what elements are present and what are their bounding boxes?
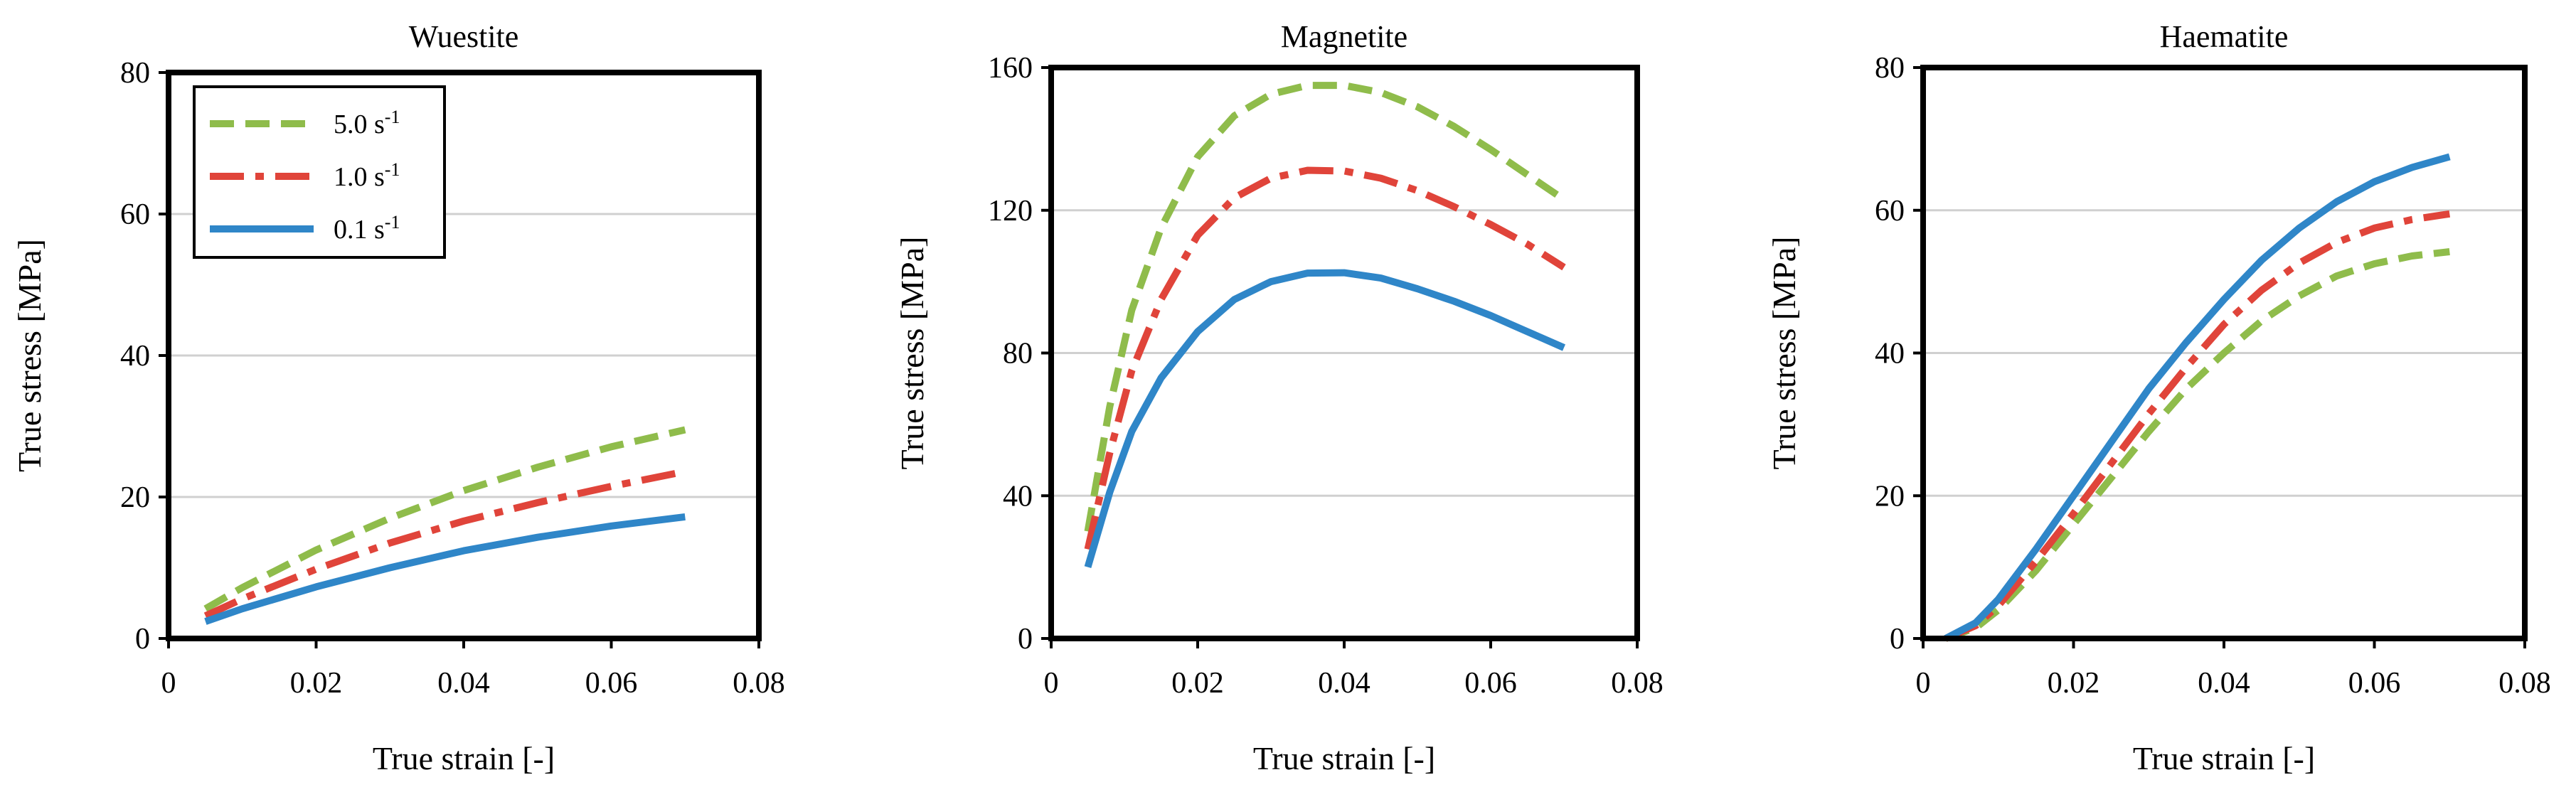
x-tick-label: 0 [1916, 667, 1931, 700]
chart-haematite: 0 20 40 60 80 0 0.02 0.04 0.06 0.08 Haematite True … [1766, 19, 2551, 776]
series-line-5-0 [1944, 248, 2450, 642]
x-tick-label: 0.04 [1318, 667, 1371, 700]
x-tick-label: 0.02 [2048, 667, 2100, 700]
y-tick-label: 40 [1003, 480, 1033, 513]
y-tick-label: 160 [988, 52, 1033, 85]
series-line-1-0 [1084, 166, 1566, 550]
x-tick-label: 0.02 [1171, 667, 1224, 700]
y-tick-label: 40 [120, 340, 150, 373]
legend-entry-superscript: -1 [385, 212, 400, 232]
x-tick-label: 0.04 [437, 667, 490, 700]
y-tick-label: 60 [1875, 195, 1905, 228]
chart-magnetite: 0 40 80 120 160 0 0.02 0.04 0.06 0.08 Magnetite Tru… [894, 19, 1664, 776]
series-line-1-0 [1944, 210, 2451, 642]
series-line-1-0 [203, 468, 686, 619]
y-tick-label: 120 [988, 195, 1033, 228]
y-tick-label: 0 [1890, 623, 1905, 656]
x-tick-label: 0.08 [1611, 667, 1664, 700]
chart-wuestite: 0 20 40 60 80 0 0.02 0.04 0.06 0.08 Wuestite True s… [11, 19, 785, 776]
legend-entry-text: 1.0 s [334, 162, 385, 192]
y-tick-label: 0 [135, 623, 150, 656]
y-tick-label: 80 [1003, 338, 1033, 370]
series-line-5-0 [1084, 82, 1566, 533]
series-line-0-1 [1944, 153, 2451, 642]
x-tick-label: 0.08 [2498, 667, 2551, 700]
x-axis-label: True strain [-] [1253, 740, 1435, 776]
series-line-5-0 [203, 426, 686, 612]
series-line-0-1 [1084, 269, 1566, 569]
x-tick-label: 0.02 [290, 667, 343, 700]
chart-title: Haematite [2160, 19, 2289, 54]
plot-frame [1920, 65, 2528, 641]
y-axis-label: True stress [MPa] [1766, 237, 1802, 470]
legend: 5.0 s-11.0 s-10.1 s-1 [193, 85, 446, 259]
x-axis-label: True strain [-] [2133, 740, 2315, 776]
y-tick-label: 80 [120, 57, 150, 90]
legend-entry-superscript: -1 [385, 159, 400, 180]
series-line-0-1 [204, 513, 686, 625]
legend-entry-superscript: -1 [385, 107, 400, 127]
x-tick-label: 0 [1044, 667, 1059, 700]
y-tick-label: 20 [1875, 480, 1905, 513]
x-tick-label: 0.08 [733, 667, 785, 700]
y-tick-label: 80 [1875, 52, 1905, 85]
y-axis-label: True stress [MPa] [894, 237, 930, 470]
legend-entry-text: 0.1 s [334, 215, 385, 245]
y-tick-label: 0 [1018, 623, 1033, 656]
plot-frame [166, 70, 762, 641]
x-tick-label: 0 [161, 667, 176, 700]
legend-entry-label: 5.0 s-1 [334, 107, 400, 139]
y-tick-label: 40 [1875, 338, 1905, 370]
chart-title: Magnetite [1281, 19, 1407, 54]
plot-frame [1048, 65, 1640, 641]
y-tick-label: 20 [120, 481, 150, 514]
x-axis-label: True strain [-] [373, 740, 555, 776]
legend-entry-label: 1.0 s-1 [334, 159, 400, 192]
x-tick-label: 0.04 [2198, 667, 2250, 700]
x-tick-label: 0.06 [1464, 667, 1517, 700]
chart-title: Wuestite [409, 19, 519, 54]
x-tick-label: 0.06 [2348, 667, 2401, 700]
legend-entry-label: 0.1 s-1 [334, 212, 400, 245]
y-axis-label: True stress [MPa] [11, 239, 48, 472]
legend-entry-text: 5.0 s [334, 109, 385, 139]
y-tick-label: 60 [120, 198, 150, 231]
x-tick-label: 0.06 [585, 667, 638, 700]
